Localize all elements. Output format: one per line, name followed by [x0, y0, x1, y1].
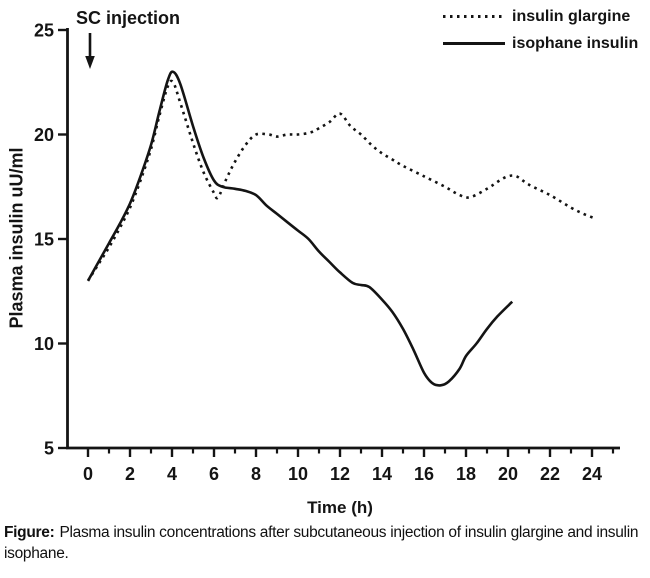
x-axis-title: Time (h)	[307, 498, 373, 517]
y-tick-label: 25	[34, 21, 54, 41]
caption-prefix: Figure:	[4, 524, 55, 541]
x-tick-label: 2	[125, 464, 135, 484]
y-axis-title: Plasma insulin uU/ml	[6, 147, 27, 329]
x-tick-label: 20	[498, 464, 518, 484]
x-tick-label: 0	[83, 464, 93, 484]
legend-label-insulin-glargine: insulin glargine	[512, 7, 631, 25]
x-tick-label: 24	[582, 464, 602, 484]
curve-isophane-insulin	[86, 70, 514, 387]
dotted-line-sample-icon	[443, 15, 505, 18]
x-tick-label: 8	[251, 464, 261, 484]
curve-insulin-glargine	[86, 79, 595, 282]
x-tick-label: 18	[456, 464, 476, 484]
x-tick-label: 16	[414, 464, 434, 484]
axis-lines	[66, 28, 620, 450]
legend-label-isophane-insulin: isophane insulin	[512, 34, 639, 52]
y-tick-label: 10	[34, 334, 54, 354]
sc-injection-label: SC injection	[76, 8, 181, 28]
injection-arrow-head-icon	[85, 56, 95, 69]
y-tick-label: 20	[34, 125, 54, 145]
legend-item-insulin-glargine: insulin glargine	[443, 3, 638, 30]
legend: insulin glargine isophane insulin	[443, 3, 638, 57]
x-tick-label: 14	[372, 464, 392, 484]
x-tick-label: 12	[330, 464, 350, 484]
x-tick-label: 6	[209, 464, 219, 484]
legend-item-isophane-insulin: isophane insulin	[443, 30, 638, 57]
caption-text: Plasma insulin concentrations after subc…	[4, 524, 639, 562]
y-tick-label: 5	[44, 439, 54, 459]
x-tick-label: 4	[167, 464, 177, 484]
x-tick-label: 22	[540, 464, 560, 484]
solid-line-sample-icon	[443, 42, 505, 45]
figure-caption: Figure: Plasma insulin concentrations aft…	[4, 522, 650, 564]
y-tick-label: 15	[34, 230, 54, 250]
x-tick-label: 10	[288, 464, 308, 484]
